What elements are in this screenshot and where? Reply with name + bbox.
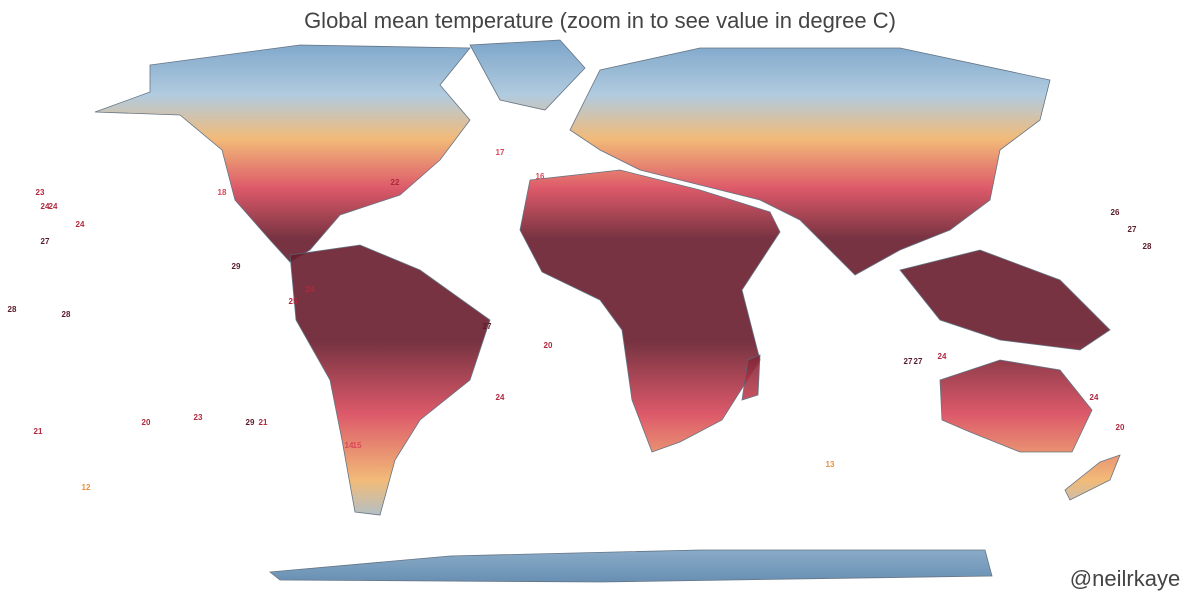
temperature-label: 24 <box>938 352 947 361</box>
temperature-label: 26 <box>1111 208 1120 217</box>
temperature-label: 16 <box>536 172 545 181</box>
new-zealand <box>1064 454 1121 501</box>
temperature-label: 24 <box>306 285 315 294</box>
title: Global mean temperature (zoom in to see … <box>304 8 896 33</box>
north-america <box>94 44 471 263</box>
temperature-label: 14 <box>345 441 354 450</box>
temperature-label: 29 <box>246 418 255 427</box>
se-asia <box>899 249 1111 351</box>
temperature-label: 24 <box>1090 393 1099 402</box>
temperature-label: 27 <box>904 357 913 366</box>
temperature-label: 20 <box>142 418 151 427</box>
temperature-label: 27 <box>914 357 923 366</box>
temperature-label: 25 <box>289 297 298 306</box>
temperature-label: 21 <box>259 418 268 427</box>
madagascar <box>741 354 761 401</box>
temperature-label: 24 <box>76 220 85 229</box>
australia <box>939 359 1093 453</box>
temperature-label: 24 <box>41 202 50 211</box>
antarctica <box>268 549 993 583</box>
greenland <box>469 39 586 111</box>
temperature-label: 17 <box>496 148 505 157</box>
temperature-label: 23 <box>194 413 203 422</box>
temperature-label: 23 <box>36 188 45 197</box>
temperature-label: 20 <box>544 341 553 350</box>
credit: @neilrkaye <box>1070 566 1180 591</box>
temperature-label: 27 <box>1128 225 1137 234</box>
south-america <box>289 244 491 516</box>
temperature-label: 13 <box>826 460 835 469</box>
temperature-label: 12 <box>82 483 91 492</box>
temperature-label: 27 <box>483 322 492 331</box>
temperature-label: 28 <box>8 305 17 314</box>
temperature-label: 24 <box>496 393 505 402</box>
temperature-label: 20 <box>1116 423 1125 432</box>
temperature-label: 27 <box>41 237 50 246</box>
temperature-label: 28 <box>1143 242 1152 251</box>
temperature-label: 29 <box>232 262 241 271</box>
temperature-label: 18 <box>218 188 227 197</box>
temperature-label: 28 <box>62 310 71 319</box>
temperature-label: 15 <box>353 441 362 450</box>
eurasia <box>569 47 1051 276</box>
land <box>94 39 1121 583</box>
africa <box>519 169 781 453</box>
temperature-label: 24 <box>49 202 58 211</box>
temperature-label: 22 <box>391 178 400 187</box>
temperature-label: 21 <box>34 427 43 436</box>
